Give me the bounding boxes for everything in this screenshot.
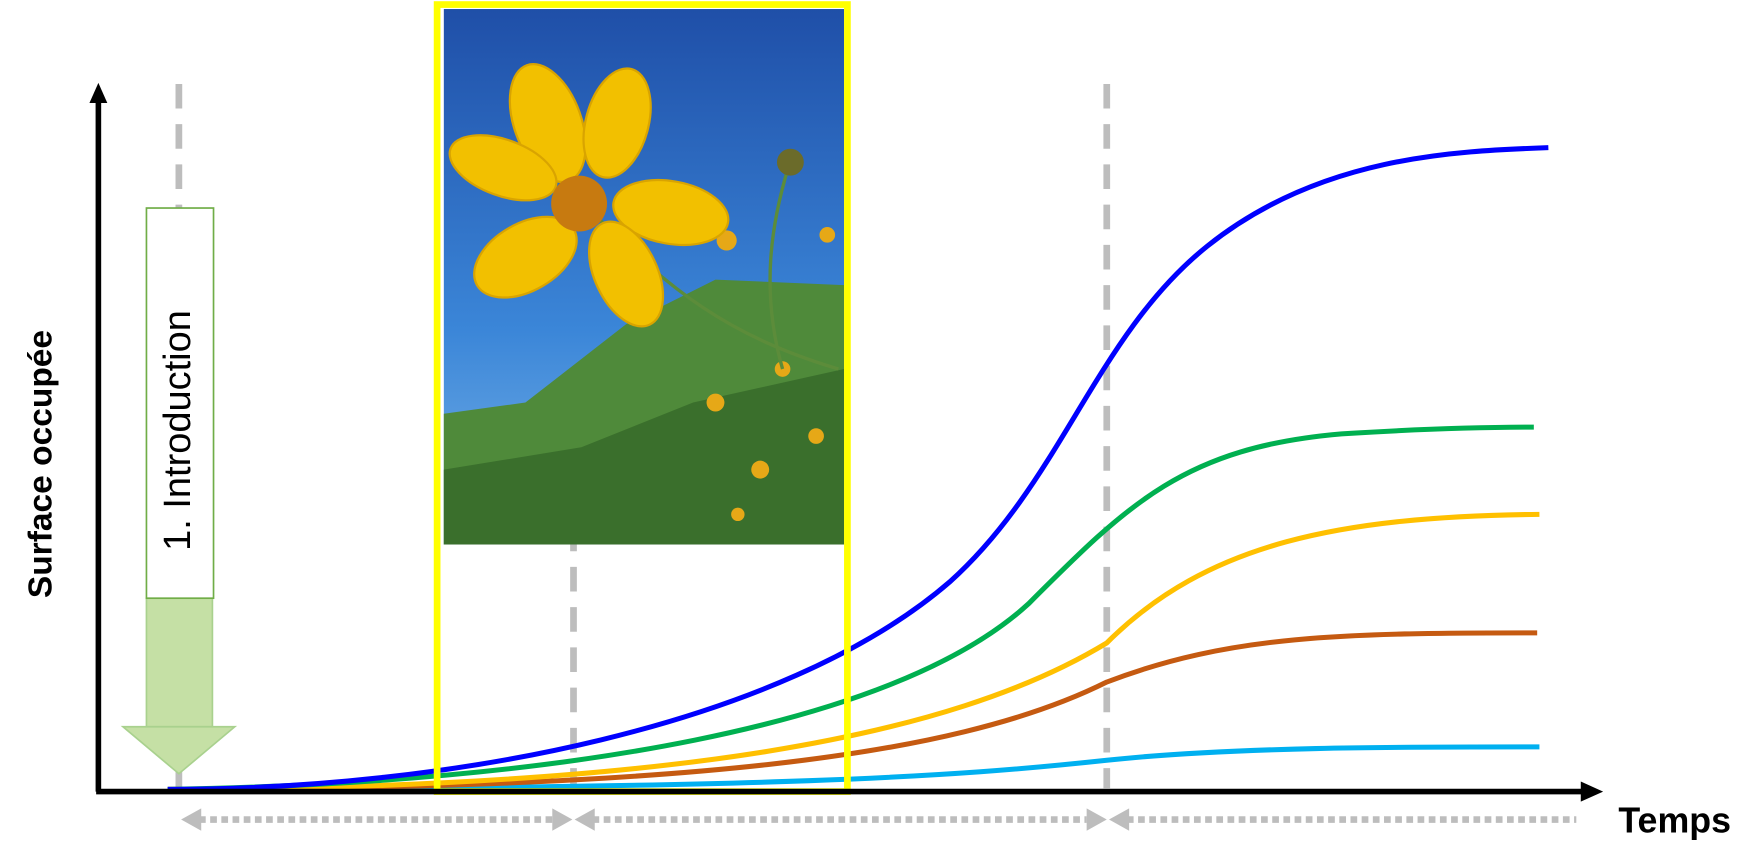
- phase-span-heads: [181, 808, 1130, 831]
- introduction-arrow: [120, 207, 238, 775]
- axes: [95, 98, 1588, 795]
- phase-label: 1. Introduction: [157, 310, 199, 551]
- curves: [167, 145, 1549, 792]
- x-arrowhead: [1580, 781, 1604, 802]
- x-axis-label: Temps: [1618, 800, 1731, 840]
- photo: [443, 9, 845, 545]
- y-axis-label: Surface occupée: [22, 330, 59, 598]
- y-arrowhead: [89, 82, 108, 103]
